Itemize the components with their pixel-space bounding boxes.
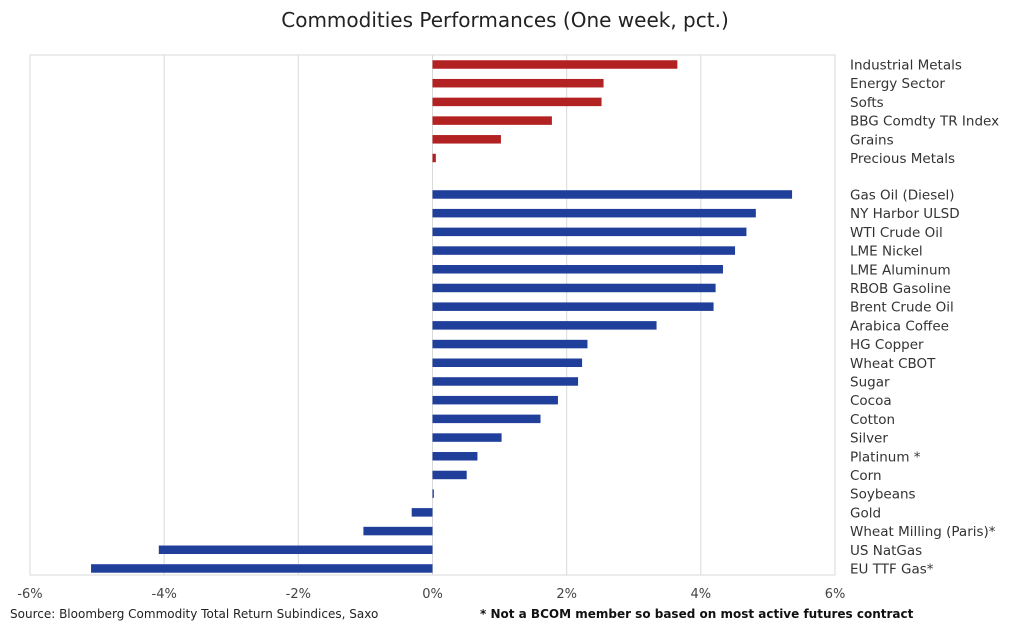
bar — [432, 246, 736, 255]
category-label: RBOB Gasoline — [850, 281, 951, 297]
chart-title: Commodities Performances (One week, pct.… — [281, 8, 729, 32]
x-tick-label: 6% — [825, 587, 846, 602]
category-label: WTI Crude Oil — [850, 225, 943, 241]
category-label: Grains — [850, 132, 894, 148]
category-label: NY Harbor ULSD — [850, 206, 960, 222]
bar — [432, 321, 657, 330]
category-label: Brent Crude Oil — [850, 300, 954, 316]
bar — [432, 116, 552, 125]
bar — [158, 545, 433, 555]
bar — [432, 470, 467, 480]
category-label: Arabica Coffee — [850, 318, 949, 334]
bar — [432, 339, 588, 349]
category-label: HG Copper — [850, 337, 924, 353]
bar — [432, 97, 602, 107]
category-label: Softs — [850, 95, 884, 111]
source-note: Source: Bloomberg Commodity Total Return… — [10, 607, 378, 621]
bar — [432, 190, 793, 199]
x-tick-label: -6% — [17, 587, 42, 602]
category-label: Wheat Milling (Paris)* — [850, 524, 996, 540]
bar — [432, 452, 478, 461]
x-tick-labels: -6% -4% -2% 0% 2% 4% 6% — [17, 587, 845, 602]
category-label: Energy Sector — [850, 76, 945, 92]
bar — [432, 414, 541, 424]
x-tick-label: 2% — [556, 587, 577, 602]
non-member-footnote: * Not a BCOM member so based on most act… — [480, 607, 914, 621]
category-label: BBG Comdty TR Index — [850, 114, 999, 130]
category-label: Corn — [850, 468, 882, 484]
x-tick-label: 0% — [422, 587, 443, 602]
category-label: US NatGas — [850, 543, 922, 559]
category-label: Silver — [850, 431, 888, 447]
bar — [432, 227, 747, 237]
category-label: Sugar — [850, 374, 890, 390]
plot-frame — [29, 54, 836, 576]
bar — [432, 358, 583, 368]
category-label: Gold — [850, 505, 881, 521]
category-label: Industrial Metals — [850, 58, 962, 74]
category-label: Cocoa — [850, 393, 892, 409]
category-label: EU TTF Gas* — [850, 561, 934, 577]
bar — [363, 526, 433, 536]
category-label: Wheat CBOT — [850, 356, 936, 372]
category-label: Gas Oil (Diesel) — [850, 187, 955, 203]
bar — [432, 208, 756, 218]
category-labels: Industrial Metals Energy Sector Softs BBG C… — [850, 58, 999, 578]
bar — [432, 265, 723, 274]
x-tick-label: -4% — [152, 587, 177, 602]
bar — [411, 508, 433, 517]
category-label: LME Nickel — [850, 244, 923, 260]
bar — [432, 433, 502, 442]
bars — [91, 60, 793, 573]
bar — [432, 395, 558, 405]
bar — [432, 78, 604, 88]
bar — [432, 489, 434, 498]
bar — [432, 135, 501, 144]
category-label: Precious Metals — [850, 151, 955, 167]
bar — [432, 302, 714, 311]
bar — [432, 153, 436, 163]
bar — [91, 564, 433, 573]
x-tick-label: -2% — [286, 587, 311, 602]
category-label: LME Aluminum — [850, 262, 951, 278]
category-label: Soybeans — [850, 487, 916, 503]
x-tick-label: 4% — [691, 587, 712, 602]
category-label: Cotton — [850, 412, 895, 428]
bar — [432, 283, 716, 293]
bar — [432, 60, 678, 69]
bar — [432, 377, 579, 386]
category-label: Platinum * — [850, 449, 921, 465]
